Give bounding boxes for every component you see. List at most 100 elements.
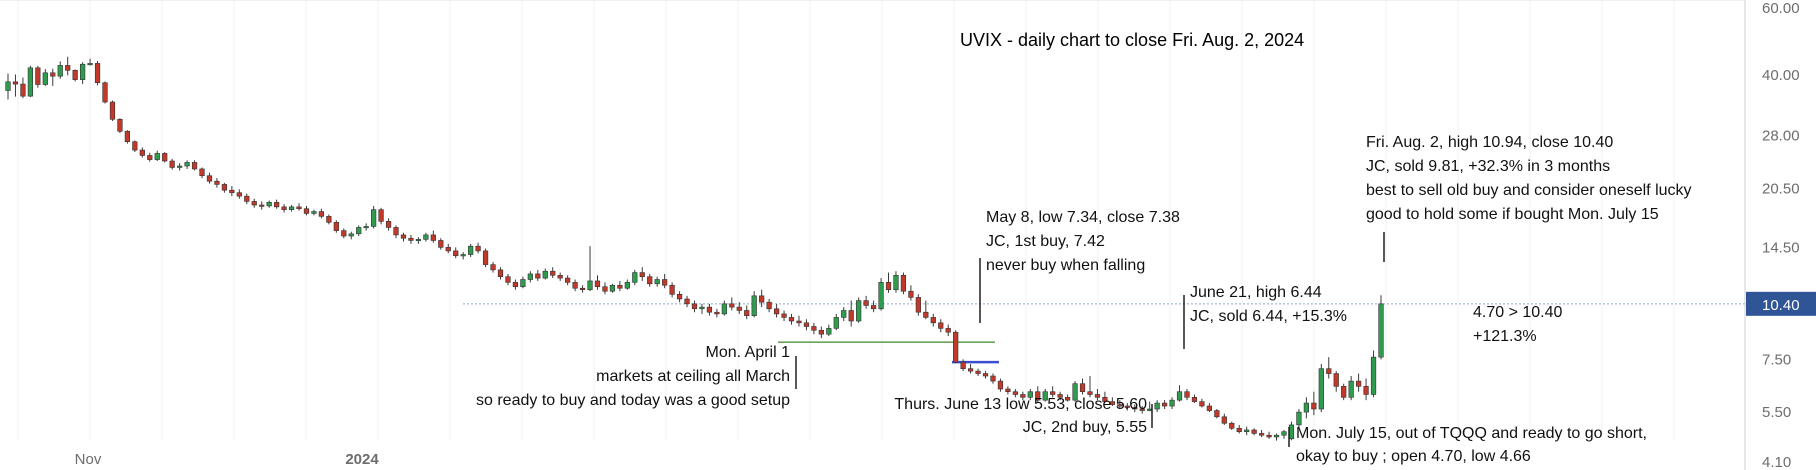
candle	[1251, 428, 1257, 436]
y-tick-label: 14.50	[1762, 239, 1800, 256]
y-tick-label: 5.50	[1762, 404, 1791, 421]
candle	[445, 243, 451, 254]
candle	[997, 378, 1004, 392]
candle	[662, 273, 668, 289]
candle	[863, 295, 869, 309]
x-tick-nov: Nov	[75, 451, 102, 468]
candle	[945, 324, 951, 337]
candle	[1035, 386, 1041, 404]
candle	[266, 200, 272, 208]
annotation-june13: Thurs. June 13 low 5.53, close 5.60 JC, 2…	[894, 396, 1147, 436]
candle	[818, 326, 824, 339]
candle	[893, 271, 899, 293]
candle	[751, 291, 757, 318]
candle	[870, 300, 877, 313]
candle	[393, 225, 399, 239]
candle	[624, 279, 630, 290]
annotation-line: May 8, low 7.34, close 7.38	[986, 209, 1180, 226]
candle	[1229, 421, 1235, 430]
candle	[303, 205, 310, 216]
candle	[1169, 397, 1175, 410]
candle	[50, 68, 56, 86]
annotation-line: 4.70 > 10.40	[1473, 304, 1563, 321]
candle	[378, 207, 384, 225]
candle	[191, 160, 198, 171]
candle	[938, 319, 944, 333]
candle	[721, 300, 727, 316]
candle	[878, 278, 884, 311]
candle	[699, 303, 705, 314]
annotation-line: never buy when falling	[986, 257, 1145, 274]
candle	[505, 273, 511, 286]
candle	[803, 319, 810, 331]
candle	[430, 230, 436, 243]
candle	[684, 295, 690, 308]
candle	[221, 182, 228, 193]
candle	[915, 294, 921, 316]
annotation-may8: May 8, low 7.34, close 7.38 JC, 1st buy, …	[986, 209, 1180, 274]
candle	[274, 199, 280, 209]
candle	[744, 305, 750, 320]
candle	[1079, 378, 1086, 395]
annotation-line: +121.3%	[1473, 328, 1537, 345]
candle	[550, 267, 556, 279]
annotation-line: JC, 1st buy, 7.42	[986, 233, 1105, 250]
candle	[856, 297, 862, 323]
candle	[147, 152, 153, 162]
annotation-line: JC, sold 9.81, +32.3% in 3 months	[1366, 158, 1610, 175]
candle	[72, 69, 78, 82]
candle	[348, 231, 354, 240]
x-gridlines	[0, 0, 1745, 440]
candle	[1318, 363, 1324, 413]
candle	[1154, 400, 1160, 413]
candle	[1072, 381, 1078, 402]
candle	[65, 56, 71, 76]
candle	[669, 282, 675, 298]
candle	[341, 228, 347, 239]
candle	[1191, 394, 1198, 404]
candle	[460, 252, 466, 260]
candle	[199, 167, 205, 179]
candle	[259, 201, 265, 210]
candle	[363, 223, 369, 231]
annotation-line: Thurs. June 13 low 5.53, close 5.60	[894, 396, 1147, 413]
candle	[1012, 389, 1018, 398]
candle	[400, 232, 407, 242]
x-tick-2024: 2024	[345, 451, 379, 468]
candle	[990, 373, 996, 384]
candle	[639, 267, 645, 281]
candle	[572, 279, 578, 292]
candle	[632, 269, 638, 286]
candle	[930, 313, 936, 327]
candle	[57, 61, 63, 79]
y-tick-label: 28.00	[1762, 128, 1800, 145]
candle	[251, 198, 257, 208]
candle	[1370, 350, 1377, 398]
candle	[296, 203, 302, 211]
last-price-badge	[1746, 291, 1816, 316]
candle	[565, 275, 571, 286]
candle	[1020, 391, 1026, 401]
candle	[453, 247, 459, 259]
candle	[617, 280, 623, 292]
candle	[1147, 401, 1153, 412]
candle	[1005, 386, 1011, 395]
candle	[796, 315, 802, 327]
candle	[848, 300, 854, 327]
candles	[5, 56, 1384, 441]
y-tick-labels: 60.00 40.00 28.00 20.50 14.50 7.50 5.50 4.10	[1762, 0, 1800, 470]
candle	[1057, 391, 1063, 401]
candle	[497, 267, 504, 280]
candle	[385, 218, 392, 231]
chart-title: UVIX - daily chart to close Fri. Aug. 2,…	[960, 30, 1304, 50]
candle	[490, 262, 496, 273]
candle	[281, 204, 287, 213]
candle	[654, 276, 660, 287]
candle	[35, 65, 41, 88]
candle	[982, 371, 989, 379]
annotation-aug2: Fri. Aug. 2, high 10.94, close 10.40 JC, …	[1366, 134, 1692, 223]
candle	[468, 243, 474, 257]
candle	[908, 285, 914, 301]
last-price-label: 10.40	[1762, 297, 1800, 314]
